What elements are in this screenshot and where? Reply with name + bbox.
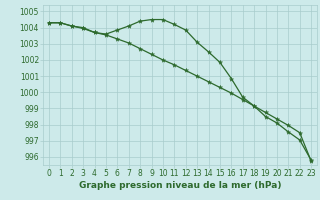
X-axis label: Graphe pression niveau de la mer (hPa): Graphe pression niveau de la mer (hPa) [79,181,281,190]
